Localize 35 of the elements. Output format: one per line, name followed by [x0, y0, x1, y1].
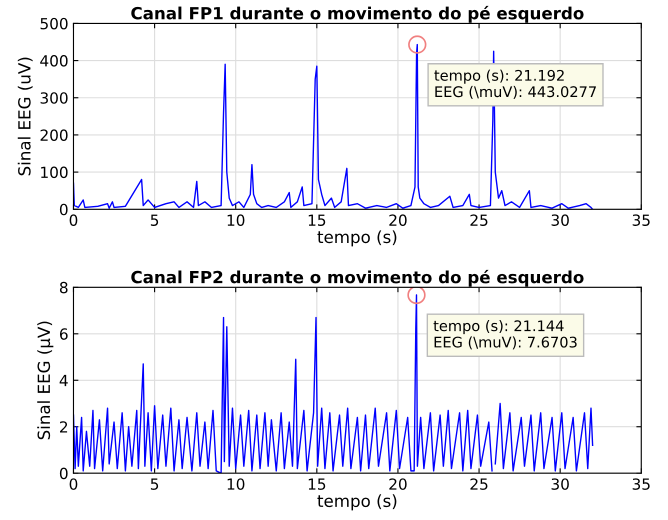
annotation: tempo (s): 21.192 EEG (\muV): 443.0277: [434, 70, 596, 99]
y-axis-title: Sinal EEG (uV): [18, 58, 33, 176]
annotation: tempo (s): 21.144 EEG (\muV): 7.6703: [434, 320, 577, 350]
x-tick-label: 10: [228, 214, 244, 226]
x-tick-label: 15: [308, 478, 326, 490]
y-tick-label: 500: [40, 18, 68, 30]
y-axis-title: Sinal EEG (μV): [37, 322, 54, 440]
chart-title: Canal FP1 durante o movimento do pé esquerdo: [131, 6, 584, 23]
y-tick-label: 400: [40, 55, 68, 67]
y-tick-label: 200: [40, 129, 68, 141]
x-tick-label: 20: [389, 214, 407, 226]
x-tick-label: 15: [308, 214, 326, 226]
y-tick-label: 6: [60, 328, 68, 340]
y-tick-label: 4: [60, 374, 68, 386]
x-tick-label: 5: [150, 214, 158, 226]
x-axis-title: tempo (s): [317, 494, 396, 510]
y-tick-label: 8: [60, 282, 68, 294]
chart-title: Canal FP2 durante o movimento do pé esquerdo: [131, 270, 584, 287]
y-tick-label: 0: [60, 204, 68, 216]
x-tick-label: 25: [470, 214, 488, 226]
y-tick-label: 100: [41, 166, 68, 178]
x-tick-label: 5: [150, 478, 158, 490]
x-tick-label: 25: [470, 478, 488, 490]
x-tick-label: 35: [632, 214, 650, 226]
x-tick-label: 0: [70, 478, 78, 490]
y-tick-label: 300: [40, 92, 68, 104]
y-tick-label: 2: [60, 421, 68, 433]
x-tick-label: 35: [632, 478, 650, 490]
x-tick-label: 30: [552, 214, 569, 226]
x-tick-label: 30: [552, 478, 569, 490]
x-tick-label: 10: [228, 478, 244, 490]
x-tick-label: 20: [389, 478, 407, 490]
x-axis-title: tempo (s): [317, 230, 396, 246]
y-tick-label: 0: [60, 468, 68, 480]
x-tick-label: 0: [70, 214, 78, 226]
